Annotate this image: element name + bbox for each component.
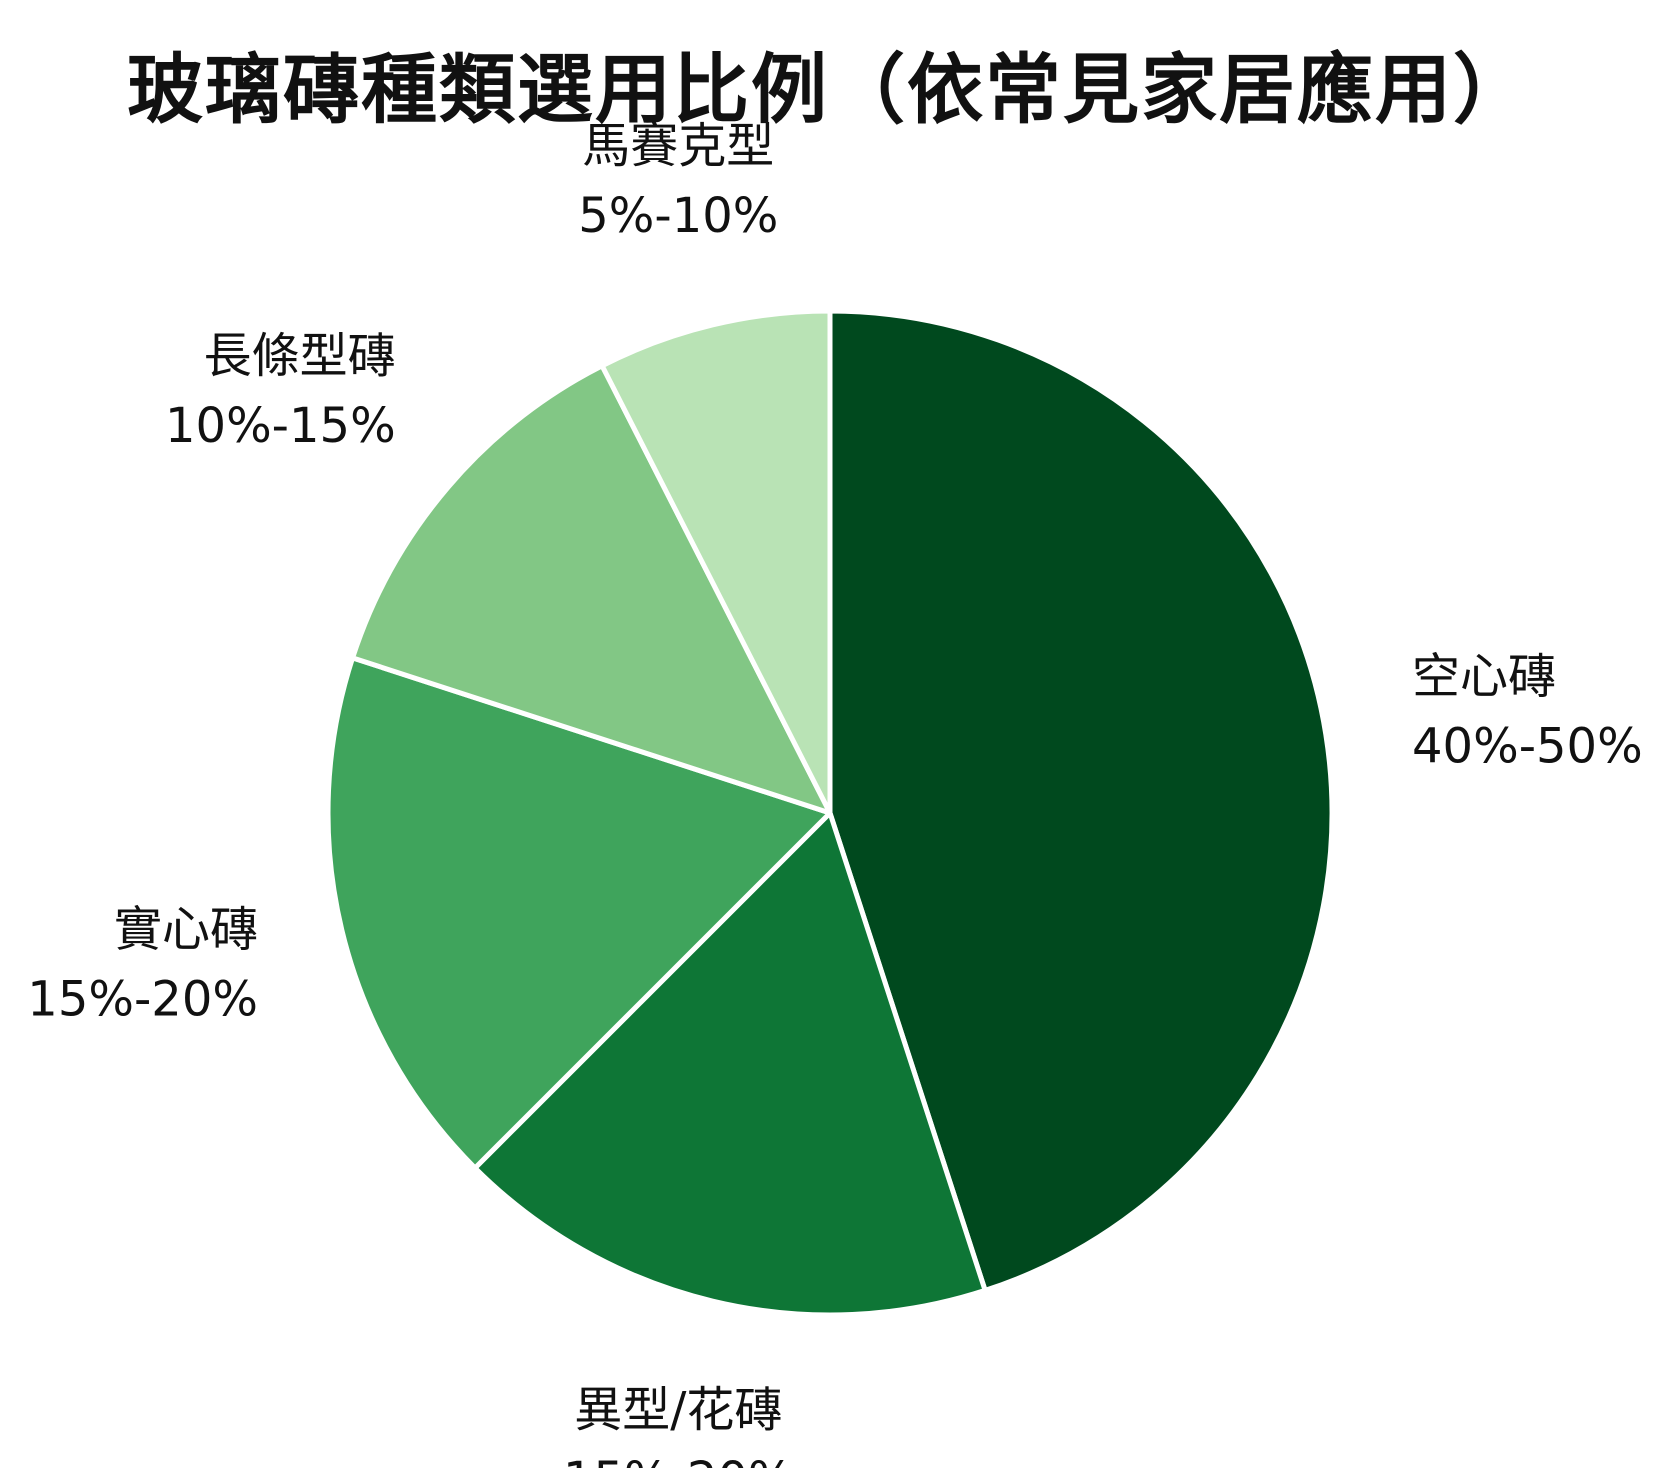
slice-label-name: 空心磚 <box>1412 648 1556 704</box>
slice-label-name: 異型/花磚 <box>574 1382 782 1438</box>
pie-labels: 空心磚 40%-50% 異型/花磚 15%-20% 實心磚 15%-20% 長條型磚 10%-… <box>27 118 1642 1468</box>
slice-label-name: 長條型磚 <box>204 328 396 384</box>
slice-label-name: 馬賽克型 <box>582 118 774 174</box>
slice-label-range: 10%-15% <box>165 398 396 454</box>
slice-label-range: 40%-50% <box>1412 718 1643 774</box>
pie-slices <box>325 308 1335 1318</box>
pie-slice <box>325 655 833 1171</box>
slice-label-range: 5%-10% <box>578 188 778 244</box>
slice-label-range: 15%-20% <box>27 972 258 1028</box>
chart-title: 玻璃磚種類選用比例（依常見家居應用） <box>127 45 1531 134</box>
slice-label-range: 15%-20% <box>563 1452 794 1468</box>
pie-slice <box>472 810 988 1318</box>
slice-label-name: 實心磚 <box>114 902 258 958</box>
pie-slice <box>350 363 833 816</box>
pie-slice <box>827 308 1335 1293</box>
pie-slice <box>599 308 833 816</box>
